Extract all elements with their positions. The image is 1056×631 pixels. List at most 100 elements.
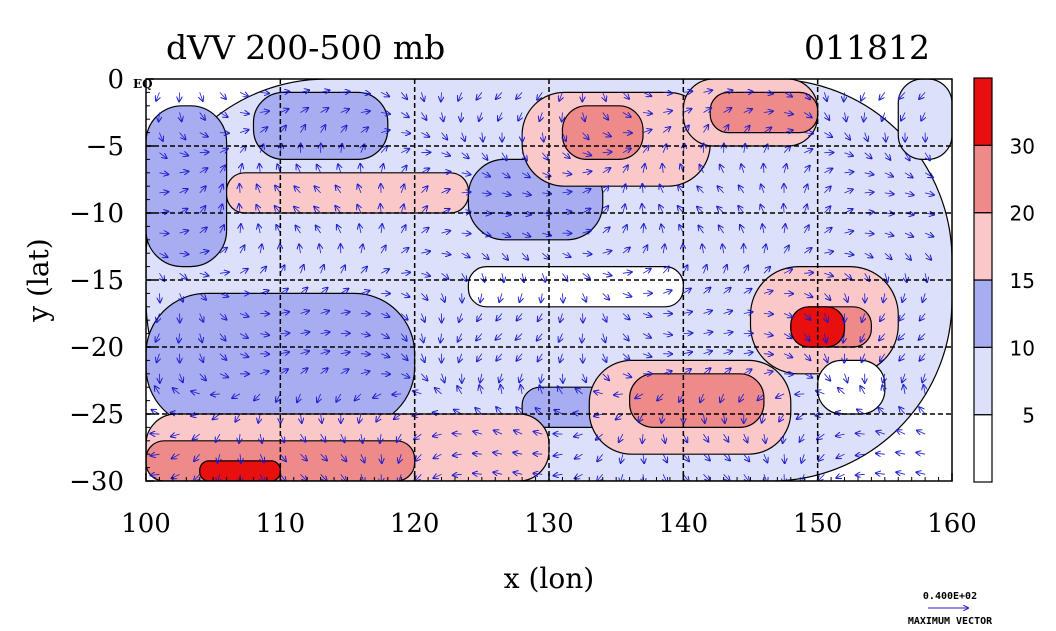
wind-vector-732 bbox=[879, 333, 886, 341]
wind-vector-486 bbox=[642, 204, 643, 214]
wind-vector-193 bbox=[340, 352, 350, 354]
wind-vector-201 bbox=[360, 111, 370, 112]
wind-vector-779 bbox=[916, 472, 926, 474]
wind-vector-311 bbox=[459, 313, 462, 323]
wind-vector-151 bbox=[300, 311, 309, 314]
wind-vector-154 bbox=[300, 368, 307, 375]
wind-vector-133 bbox=[280, 352, 289, 354]
wind-vector-609 bbox=[763, 267, 770, 274]
wind-vector-126 bbox=[275, 206, 281, 214]
wind-vector-728 bbox=[884, 252, 892, 259]
wind-vector-240 bbox=[400, 92, 407, 99]
colorbar-label: 5 bbox=[1022, 404, 1035, 428]
wind-vector-463 bbox=[622, 148, 631, 152]
wind-vector-533 bbox=[683, 352, 692, 354]
wind-vector-112 bbox=[260, 334, 269, 336]
wind-vector-658 bbox=[801, 454, 804, 463]
wind-vector-254 bbox=[401, 374, 409, 378]
wind-vector-723 bbox=[884, 152, 891, 160]
wind-vector-159 bbox=[300, 474, 306, 481]
wind-vector-700 bbox=[861, 92, 865, 100]
wind-vector-345 bbox=[501, 193, 511, 195]
wind-vector-301 bbox=[461, 112, 462, 122]
wind-vector-338 bbox=[473, 453, 482, 454]
wind-vector-532 bbox=[683, 333, 692, 334]
wind-vector-150 bbox=[300, 288, 307, 294]
wind-vector-280 bbox=[441, 92, 442, 101]
wind-vector-565 bbox=[718, 186, 724, 194]
wind-vector-473 bbox=[622, 353, 630, 360]
wind-vector-574 bbox=[723, 368, 731, 375]
wind-vector-425 bbox=[582, 189, 591, 193]
wind-vector-344 bbox=[501, 173, 510, 178]
wind-vector-598 bbox=[743, 453, 749, 461]
wind-vector-526 bbox=[678, 206, 684, 214]
wind-vector-102 bbox=[259, 127, 267, 133]
wind-vector-393 bbox=[538, 353, 543, 362]
wind-vector-294 bbox=[442, 373, 445, 382]
wind-vector-466 bbox=[623, 204, 625, 214]
wind-vector-666 bbox=[824, 206, 830, 214]
wind-vector-243 bbox=[401, 149, 409, 153]
wind-vector-8 bbox=[159, 253, 167, 257]
wind-vector-35 bbox=[173, 388, 180, 395]
wind-vector-743 bbox=[905, 152, 910, 161]
wind-vector-571 bbox=[723, 311, 733, 314]
wind-vector-554 bbox=[703, 368, 710, 375]
wind-vector-493 bbox=[642, 354, 651, 357]
wind-vector-426 bbox=[582, 209, 591, 213]
x-axis-label: x (lon) bbox=[504, 562, 594, 595]
wind-vector-757 bbox=[897, 430, 906, 434]
wind-vector-358 bbox=[493, 452, 503, 454]
wind-vector-703 bbox=[864, 152, 872, 159]
wind-vector-659 bbox=[801, 474, 804, 481]
wind-vector-474 bbox=[622, 374, 631, 377]
wind-vector-65 bbox=[220, 184, 223, 194]
wind-vector-88 bbox=[240, 245, 244, 254]
wind-vector-378 bbox=[513, 452, 523, 454]
wind-vector-197 bbox=[341, 433, 345, 442]
wind-vector-264 bbox=[421, 168, 429, 172]
wind-vector-586 bbox=[738, 206, 745, 214]
wind-vector-282 bbox=[441, 132, 448, 140]
wind-vector-514 bbox=[663, 371, 672, 374]
wind-vector-664 bbox=[824, 169, 832, 173]
wind-vector-538 bbox=[683, 453, 689, 461]
wind-vector-665 bbox=[824, 186, 830, 194]
wind-vector-668 bbox=[824, 251, 833, 253]
wind-vector-534 bbox=[683, 369, 691, 374]
wind-vector-719 bbox=[856, 474, 865, 475]
wind-vector-60 bbox=[219, 92, 226, 99]
wind-vector-368 bbox=[521, 252, 528, 260]
wind-vector-552 bbox=[703, 332, 712, 334]
wind-vector-22 bbox=[179, 132, 186, 140]
wind-vector-145 bbox=[294, 186, 301, 194]
wind-vector-594 bbox=[743, 369, 752, 374]
wind-vector-435 bbox=[576, 388, 583, 395]
wind-vector-549 bbox=[703, 265, 706, 274]
wind-vector-50 bbox=[199, 293, 206, 299]
wind-vector-632 bbox=[783, 334, 792, 339]
wind-vector-477 bbox=[619, 433, 623, 442]
wind-vector-602 bbox=[763, 127, 771, 133]
wind-vector-101 bbox=[260, 111, 269, 113]
wind-vector-761 bbox=[921, 112, 925, 121]
wind-vector-465 bbox=[623, 184, 626, 194]
x-tick-label: 110 bbox=[256, 509, 306, 539]
wind-vector-72 bbox=[219, 333, 226, 341]
wind-vector-117 bbox=[260, 434, 262, 443]
wind-vector-611 bbox=[763, 314, 773, 315]
wind-vector-773 bbox=[919, 353, 926, 361]
wind-vector-718 bbox=[856, 454, 865, 455]
wind-vector-221 bbox=[381, 113, 390, 115]
wind-vector-237 bbox=[380, 434, 381, 443]
wind-vector-413 bbox=[560, 353, 563, 363]
wind-vector-776 bbox=[919, 407, 926, 415]
wind-vector-281 bbox=[442, 112, 444, 122]
wind-vector-694 bbox=[845, 373, 848, 383]
wind-vector-61 bbox=[219, 113, 228, 118]
wind-vector-93 bbox=[239, 354, 248, 357]
wind-vector-43 bbox=[199, 152, 209, 153]
wind-vector-623 bbox=[783, 146, 790, 153]
wind-vector-597 bbox=[744, 433, 748, 442]
